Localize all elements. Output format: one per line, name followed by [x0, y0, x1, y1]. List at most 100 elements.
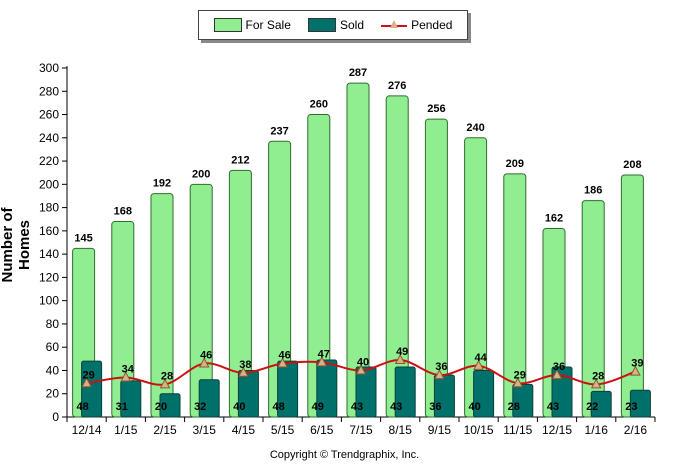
legend-label-for-sale: For Sale [245, 18, 291, 32]
pended-marker [81, 377, 92, 388]
pended-marker [238, 366, 249, 377]
sold-bar [198, 379, 220, 418]
for-sale-value-label: 186 [584, 185, 602, 197]
sold-value-label: 22 [586, 401, 598, 413]
sold-value-label: 40 [468, 401, 480, 413]
pended-value-label: 39 [631, 358, 643, 370]
pended-value-label: 44 [474, 352, 487, 364]
for-sale-bar [620, 174, 644, 418]
y-tick-label: 180 [39, 201, 59, 215]
x-tick-label: 2/16 [624, 423, 648, 437]
for-sale-value-label: 200 [192, 168, 210, 180]
pended-marker [590, 378, 602, 389]
pended-value-label: 29 [82, 369, 94, 381]
y-tick-label: 160 [39, 224, 59, 238]
legend-item-sold: Sold [307, 18, 364, 32]
pended-marker [316, 356, 328, 367]
pended-value-label: 46 [278, 349, 290, 361]
pended-swatch [381, 19, 408, 31]
pended-value-label: 46 [200, 349, 212, 361]
y-tick-label: 0 [52, 410, 59, 424]
x-tick-label: 7/15 [349, 423, 373, 437]
y-tick-label: 60 [46, 340, 60, 354]
y-tick-label: 20 [46, 387, 60, 401]
sold-value-label: 48 [272, 401, 284, 413]
pended-marker [434, 369, 445, 380]
for-sale-value-label: 276 [388, 80, 406, 92]
for-sale-swatch [213, 18, 242, 32]
y-axis-title: Number of Homes [0, 207, 33, 283]
for-sale-value-label: 192 [153, 178, 171, 190]
pended-marker [120, 371, 132, 382]
y-tick-label: 140 [39, 247, 59, 261]
pended-value-label: 49 [396, 346, 408, 358]
pended-marker [277, 357, 288, 368]
x-tick-label: 2/15 [153, 423, 177, 437]
x-tick-label: 9/15 [428, 423, 452, 437]
x-tick-label: 1/16 [585, 423, 609, 437]
sold-bar [394, 366, 416, 418]
pended-marker [394, 353, 406, 364]
y-tick-label: 240 [39, 131, 59, 145]
sold-value-label: 28 [508, 401, 520, 413]
copyright-text: Copyright © Trendgraphix, Inc. [269, 449, 420, 461]
for-sale-value-label: 256 [427, 103, 445, 115]
x-tick-label: 12/15 [542, 423, 572, 437]
for-sale-value-label: 287 [349, 67, 367, 79]
pended-value-label: 36 [553, 361, 565, 373]
legend-item-for-sale: For Sale [213, 18, 291, 32]
y-tick-label: 300 [39, 61, 59, 75]
sold-bar [551, 366, 573, 418]
pended-value-label: 38 [239, 359, 251, 371]
x-tick-label: 11/15 [503, 423, 532, 437]
pended-marker [551, 369, 563, 380]
sold-swatch [307, 18, 336, 32]
pended-value-label: 47 [318, 348, 330, 360]
x-tick-label: 1/15 [114, 423, 138, 437]
for-sale-value-label: 212 [231, 154, 249, 166]
pended-value-label: 34 [122, 363, 135, 375]
pended-marker [198, 357, 210, 368]
sold-bar [277, 360, 299, 418]
for-sale-value-label: 145 [74, 232, 92, 244]
for-sale-value-label: 240 [466, 122, 484, 134]
legend: For Sale Sold Pended [198, 10, 468, 40]
x-tick-label: 12/14 [72, 423, 102, 437]
x-tick-label: 8/15 [389, 423, 413, 437]
for-sale-value-label: 209 [506, 158, 524, 170]
sold-value-label: 36 [429, 401, 441, 413]
pended-value-label: 29 [514, 369, 526, 381]
sold-value-label: 48 [76, 401, 88, 413]
pended-value-label: 36 [435, 361, 447, 373]
x-tick-label: 3/15 [193, 423, 217, 437]
y-tick-label: 40 [46, 363, 60, 377]
x-tick-label: 4/15 [232, 423, 256, 437]
sold-value-label: 43 [351, 401, 363, 413]
y-tick-label: 120 [39, 270, 59, 284]
for-sale-value-label: 260 [310, 99, 328, 111]
sold-value-label: 40 [233, 401, 245, 413]
sold-value-label: 20 [155, 401, 167, 413]
sold-bar [473, 369, 495, 418]
sold-value-label: 49 [312, 401, 324, 413]
sold-value-label: 43 [547, 401, 559, 413]
sold-value-label: 23 [625, 401, 637, 413]
sold-value-label: 32 [194, 401, 206, 413]
sold-value-label: 43 [390, 401, 402, 413]
x-tick-label: 5/15 [271, 423, 295, 437]
pended-marker [355, 364, 367, 375]
y-tick-label: 260 [39, 108, 59, 122]
sold-bar [590, 390, 612, 418]
x-tick-label: 10/15 [464, 423, 494, 437]
y-tick-label: 100 [39, 294, 59, 308]
x-tick-label: 6/15 [310, 423, 334, 437]
pended-marker [512, 377, 524, 388]
y-tick-label: 200 [39, 177, 59, 191]
pended-marker [630, 365, 641, 376]
y-tick-label: 280 [39, 84, 59, 98]
for-sale-value-label: 208 [623, 159, 641, 171]
pended-value-label: 40 [357, 356, 369, 368]
pended-marker [159, 378, 171, 389]
sold-bar [355, 366, 377, 418]
